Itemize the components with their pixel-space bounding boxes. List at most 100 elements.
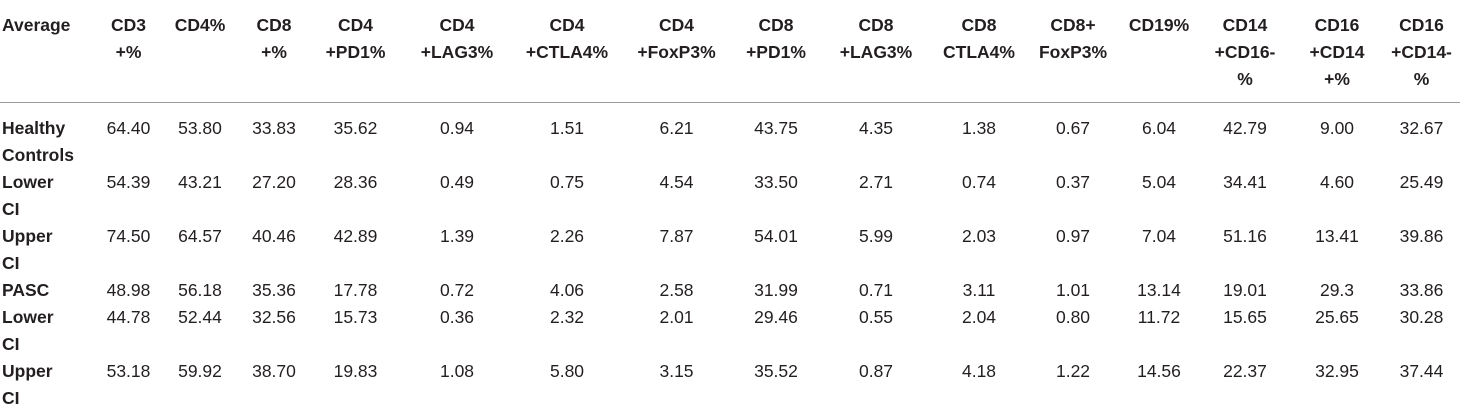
table-cell: 35.62 [333,118,378,138]
row-label-line: PASC [2,280,50,300]
table-cell: 4.18 [961,361,997,381]
column-header-line: CD4 [439,15,475,35]
table-cell: 1.38 [961,118,997,138]
table-cell: 1.22 [1055,361,1091,381]
column-header-line: +PD1% [746,42,806,62]
row-label-line: CI [2,253,20,273]
column-header-line: +% [1324,69,1350,89]
column-header: CD8 +PD1% [731,0,821,103]
table-cell: 0.67 [1055,118,1091,138]
table-cell: 74.50 [106,226,151,246]
table-cell: 2.01 [659,307,694,327]
table-cell: 29.46 [754,307,798,327]
table-cell: 54.01 [754,226,798,246]
table-cell: 19.01 [1223,280,1267,300]
table-cell: 0.87 [858,361,894,381]
table-cell: 34.41 [1223,172,1267,192]
table-cell: 4.06 [549,280,585,300]
column-header-line: +CD14- [1391,42,1452,62]
column-header-line: CD8 [858,15,894,35]
row-label-line: Lower [2,307,54,327]
row-label: Upper CI [0,358,96,412]
column-header-line: CD16 [1314,15,1360,35]
table-cell: 33.83 [252,118,296,138]
row-label-line: Healthy [2,118,66,138]
table-cell: 7.04 [1141,226,1177,246]
table-cell: 54.39 [106,172,151,192]
table-cell: 64.57 [178,226,222,246]
table-cell: 0.71 [858,280,894,300]
table-cell: 13.41 [1315,226,1359,246]
row-label: Healthy Controls [0,103,96,170]
table-cell: 35.36 [252,280,296,300]
table-cell: 3.11 [962,280,996,300]
row-label-line: CI [2,199,20,219]
column-header: CD14 +CD16-% [1199,0,1291,103]
column-header: CD4 +PD1% [309,0,402,103]
table-cell: 4.60 [1319,172,1355,192]
table-cell: 5.80 [549,361,585,381]
column-header-line: +LAG3% [420,42,494,62]
column-header: CD16 +CD14 +% [1291,0,1383,103]
column-header: CD19% [1119,0,1199,103]
column-header: CD3 +% [96,0,161,103]
table-cell: 27.20 [252,172,296,192]
column-header-line: CD14 [1222,15,1268,35]
table-cell: 39.86 [1399,226,1444,246]
column-header-line: +CTLA4% [525,42,609,62]
row-label: Upper CI [0,223,96,277]
column-header-line: CD3 [110,15,146,35]
table-cell: 64.40 [106,118,151,138]
table-cell: 4.35 [858,118,894,138]
column-header-line: CD4 [549,15,585,35]
table-cell: 0.94 [439,118,475,138]
table-cell: 2.03 [961,226,997,246]
table-cell: 2.71 [858,172,894,192]
table-cell: 4.54 [659,172,694,192]
table-cell: 0.80 [1055,307,1091,327]
column-header-line: +LAG3% [839,42,913,62]
column-header-line: CTLA4% [943,42,1015,62]
column-header-line: CD4% [174,15,226,35]
table-cell: 1.51 [549,118,585,138]
column-header-line: +FoxP3% [637,42,716,62]
table-cell: 2.04 [961,307,997,327]
table-cell: 56.18 [178,280,222,300]
table-cell: 43.21 [178,172,222,192]
table-cell: 2.26 [549,226,585,246]
column-header: CD8 +% [239,0,309,103]
table-cell: 51.16 [1223,226,1267,246]
table-cell: 32.95 [1315,361,1359,381]
table-cell: 32.67 [1399,118,1444,138]
column-header-line: CD8 [961,15,997,35]
column-header-line: +CD14 [1309,42,1365,62]
table-cell: 5.04 [1141,172,1177,192]
column-header: CD4 +LAG3% [402,0,512,103]
column-header: CD4 +CTLA4% [512,0,622,103]
table-cell: 33.50 [754,172,798,192]
table-cell: 32.56 [252,307,296,327]
table-cell: 0.37 [1055,172,1091,192]
table-cell: 33.86 [1399,280,1444,300]
table-cell: 29.3 [1319,280,1355,300]
table-cell: 53.18 [106,361,151,381]
table-cell: 13.14 [1137,280,1181,300]
table-row: Upper CI 53.18 59.92 38.70 19.83 1.08 5.80 3.15 3… [0,358,1460,412]
table-cell: 53.80 [178,118,222,138]
table-cell: 35.52 [754,361,798,381]
column-header-line: CD8+ [1050,15,1096,35]
table-cell: 1.01 [1055,280,1091,300]
table-cell: 17.78 [333,280,378,300]
table-row: Lower CI 44.78 52.44 32.56 15.73 0.36 2.32 2.01 2… [0,304,1460,358]
column-header-line: +CD16- [1214,42,1276,62]
table-cell: 9.00 [1319,118,1355,138]
table-row: Upper CI 74.50 64.57 40.46 42.89 1.39 2.26 7.87 5… [0,223,1460,277]
table-cell: 0.36 [439,307,475,327]
table-cell: 14.56 [1137,361,1181,381]
column-header-line: CD4 [337,15,373,35]
row-label-line: Lower [2,172,54,192]
column-header: CD4% [161,0,239,103]
table-cell: 15.73 [333,307,378,327]
column-header: CD8 +LAG3% [821,0,931,103]
